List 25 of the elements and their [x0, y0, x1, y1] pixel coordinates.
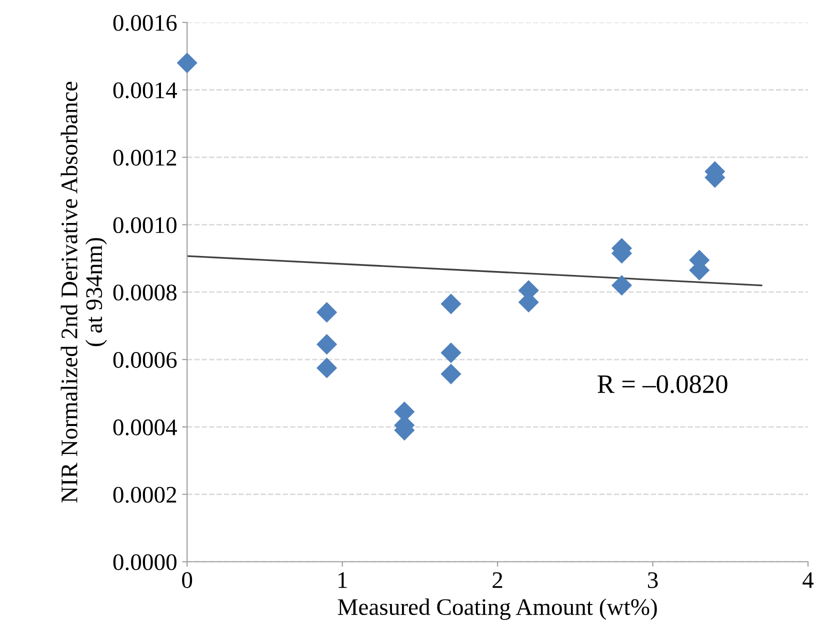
point: [316, 358, 338, 378]
point: [316, 334, 338, 355]
x-axis-title: Measured Coating Amount (wt%): [338, 598, 657, 620]
y-axis-title: NIR Normalized 2nd Derivative Absorbance ( at 934nm): [60, 82, 107, 503]
point: [176, 52, 198, 74]
x-tick-label: 4: [802, 572, 814, 588]
point: [440, 294, 462, 314]
point: [316, 302, 338, 323]
y-tick-label: 0.0000: [113, 554, 176, 570]
y-tick-label: 0.0016: [113, 14, 177, 31]
point: [611, 275, 632, 296]
x-tick-label: 2: [492, 572, 502, 588]
y-tick-label: 0.0002: [113, 486, 176, 503]
y-tick-label: 0.0004: [113, 419, 177, 436]
y-tick-label: 0.0014: [113, 82, 177, 98]
x-tick-label: 3: [648, 572, 658, 588]
point: [440, 342, 462, 364]
x-tick-label: 1: [338, 572, 347, 588]
x-tick-label: 0: [182, 572, 192, 588]
point: [440, 364, 462, 384]
y-tick-label: 0.0006: [113, 352, 177, 368]
annotation: R = –0.0820: [598, 375, 728, 394]
y-tick-label: 0.0010: [113, 217, 176, 234]
y-tick-label: 0.0008: [113, 284, 176, 301]
y-tick-label: 0.0012: [113, 150, 176, 166]
